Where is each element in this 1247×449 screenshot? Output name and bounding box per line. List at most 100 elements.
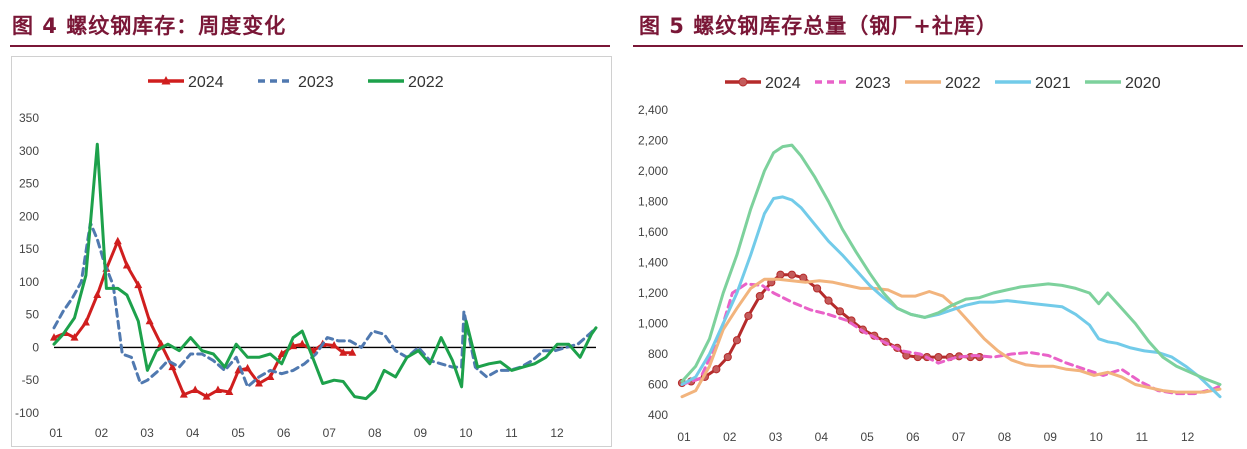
data-point-2024 <box>191 385 200 394</box>
right-chart-panel: 图 5 螺纹钢库存总量（钢厂+社库） 400 600 800 1,000 1,200 1,… <box>633 0 1247 449</box>
legend-label-2021: 2021 <box>1035 75 1071 92</box>
data-point-2024 <box>732 336 742 345</box>
y-tick-label: -100 <box>15 406 39 420</box>
x-tick-label: 09 <box>414 426 428 440</box>
y-tick-label: 300 <box>19 144 39 158</box>
data-point-2024 <box>755 291 764 301</box>
y-tick-label: 100 <box>19 275 39 289</box>
data-point-2024 <box>289 341 298 350</box>
y-tick-label: -50 <box>22 373 40 387</box>
data-point-2024 <box>277 349 286 357</box>
data-point-2024 <box>50 333 58 341</box>
x-tick-label: 01 <box>677 430 691 444</box>
data-point-2024 <box>202 392 211 400</box>
x-tick-label: 09 <box>1044 430 1058 444</box>
y-tick-label: 2,200 <box>638 134 668 148</box>
y-tick-label: 1,200 <box>638 286 668 300</box>
data-point-2024 <box>934 352 943 362</box>
legend-label-2023: 2023 <box>298 74 334 91</box>
legend-label-2023: 2023 <box>855 75 891 92</box>
y-tick-label: 2,000 <box>638 164 668 178</box>
data-point-2024 <box>744 311 753 320</box>
data-point-2024 <box>824 296 833 305</box>
legend-label-2020: 2020 <box>1125 75 1161 92</box>
x-tick-label: 08 <box>368 426 382 440</box>
y-tick-label: 150 <box>19 242 39 256</box>
y-tick-label: 50 <box>26 308 40 322</box>
x-tick-label: 03 <box>140 426 154 440</box>
data-point-2024 <box>179 390 188 398</box>
series-line-2023 <box>680 282 1222 396</box>
legend-label-2022: 2022 <box>408 74 444 91</box>
data-point-2024 <box>225 387 234 396</box>
y-tick-label: 1,600 <box>638 225 668 239</box>
x-tick-label: 02 <box>95 426 109 440</box>
data-point-2024 <box>298 339 307 348</box>
data-point-2024 <box>712 365 721 374</box>
x-tick-label: 07 <box>952 430 966 444</box>
x-tick-label: 06 <box>906 430 920 444</box>
x-tick-label: 11 <box>505 426 518 440</box>
y-tick-label: 2,400 <box>638 103 668 117</box>
y-tick-label: 800 <box>648 347 668 361</box>
series-line-2020 <box>680 143 1222 386</box>
series-line-2022 <box>52 142 598 401</box>
x-tick-label: 07 <box>323 426 337 440</box>
y-tick-label: 0 <box>32 340 39 354</box>
left-chart-panel: 图 4 螺纹钢库存：周度变化 -100 -50 0 50 100 150 200 250 300… <box>0 0 614 449</box>
y-tick-label: 600 <box>648 378 668 392</box>
data-point-2024 <box>787 270 796 279</box>
data-point-2024 <box>812 284 822 293</box>
series-line-2023 <box>52 221 598 389</box>
data-point-2024 <box>122 261 131 269</box>
y-tick-label: 200 <box>19 209 39 223</box>
title-divider <box>10 45 610 47</box>
chart-frame <box>11 56 612 447</box>
legend-label-2024: 2024 <box>765 75 801 92</box>
x-tick-label: 04 <box>815 430 829 444</box>
y-tick-label: 1,000 <box>638 317 668 331</box>
data-point-2024 <box>168 362 177 371</box>
data-point-2024 <box>776 270 785 279</box>
series-line-2024 <box>52 239 354 399</box>
data-point-2024 <box>348 348 357 356</box>
legend-label-2022: 2022 <box>945 75 981 92</box>
x-tick-label: 04 <box>186 426 200 440</box>
x-tick-label: 02 <box>723 430 737 444</box>
title-divider <box>633 45 1243 47</box>
data-point-2024 <box>339 348 348 356</box>
x-tick-label: 05 <box>232 426 246 440</box>
data-point-2024 <box>93 290 102 298</box>
data-point-2024 <box>113 236 122 245</box>
data-point-2024 <box>134 280 143 289</box>
data-point-2024 <box>254 379 263 387</box>
series-line-2024 <box>680 273 982 385</box>
legend-label-2024: 2024 <box>188 74 224 91</box>
x-tick-label: 01 <box>49 426 63 440</box>
data-point-2024 <box>70 333 79 341</box>
x-tick-label: 11 <box>1136 430 1149 444</box>
weekly-change-chart: -100 -50 0 50 100 150 200 250 300 350 01 02 03 04 05 06… <box>15 74 598 440</box>
series-line-2021 <box>680 195 1222 399</box>
x-tick-label: 06 <box>277 426 291 440</box>
legend-marker <box>161 76 171 85</box>
y-tick-label: 350 <box>19 111 39 125</box>
x-tick-label: 10 <box>459 426 473 440</box>
series-line-2022 <box>680 277 1222 399</box>
data-point-2024 <box>145 316 154 325</box>
data-point-2024 <box>266 372 275 380</box>
x-tick-label: 12 <box>1181 430 1195 444</box>
total-inventory-chart: 400 600 800 1,000 1,200 1,400 1,600 1,800 2,000 2… <box>638 75 1222 444</box>
x-tick-label: 05 <box>860 430 874 444</box>
y-tick-label: 1,800 <box>638 195 668 209</box>
data-point-2024 <box>81 318 90 326</box>
y-tick-label: 400 <box>648 408 668 422</box>
chart-title: 图 5 螺纹钢库存总量（钢厂+社库） <box>639 14 998 38</box>
y-tick-label: 1,400 <box>638 256 668 270</box>
data-point-2024 <box>330 340 339 349</box>
y-tick-label: 250 <box>19 177 39 191</box>
x-tick-label: 08 <box>998 430 1012 444</box>
data-point-2024 <box>213 385 222 394</box>
x-tick-label: 10 <box>1089 430 1103 444</box>
x-tick-label: 03 <box>769 430 783 444</box>
